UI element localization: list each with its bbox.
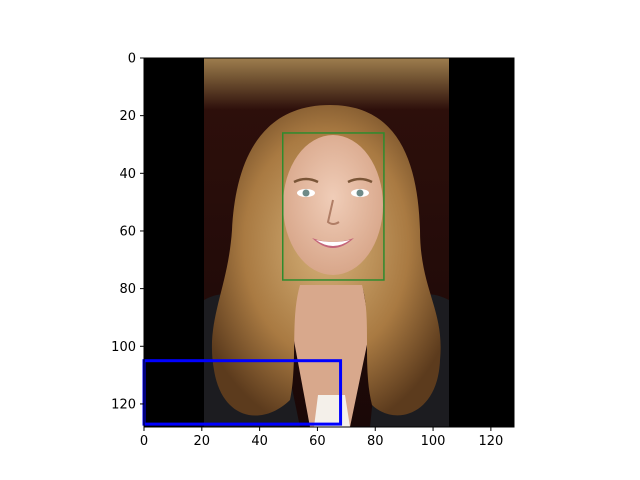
x-tick-label: 0 bbox=[140, 434, 148, 449]
face-bounding-box bbox=[282, 132, 385, 281]
x-tick-label: 60 bbox=[309, 434, 326, 449]
y-tick-label: 100 bbox=[111, 340, 136, 355]
y-tick-label: 80 bbox=[119, 282, 136, 297]
y-tick-label: 60 bbox=[119, 224, 136, 239]
axes-frame bbox=[143, 57, 515, 428]
y-tick-label: 120 bbox=[111, 397, 136, 412]
photo bbox=[144, 58, 514, 427]
x-tick-label: 20 bbox=[194, 434, 211, 449]
y-tick-label: 0 bbox=[128, 52, 136, 67]
x-tick-label: 120 bbox=[478, 434, 503, 449]
y-tick-label: 20 bbox=[119, 109, 136, 124]
y-axis: 0 20 40 60 80 100 120 bbox=[111, 52, 144, 412]
x-tick-label: 80 bbox=[367, 434, 384, 449]
y-tick-label: 40 bbox=[119, 167, 136, 182]
x-tick-label: 40 bbox=[251, 434, 268, 449]
x-tick-label: 100 bbox=[421, 434, 446, 449]
x-axis: 0 20 40 60 80 100 120 bbox=[140, 427, 503, 449]
